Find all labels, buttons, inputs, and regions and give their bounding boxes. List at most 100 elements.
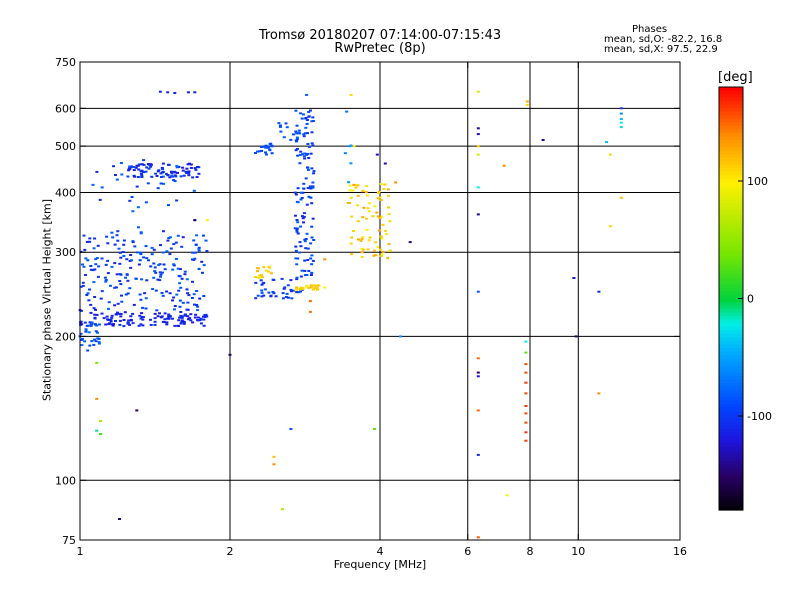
- colorbar-band: [719, 146, 743, 152]
- data-point: [260, 145, 264, 148]
- data-point: [379, 255, 383, 257]
- data-point: [177, 165, 181, 168]
- data-point: [294, 257, 298, 260]
- data-point: [95, 257, 99, 259]
- y-tick-label: 500: [55, 140, 76, 153]
- data-point: [360, 255, 364, 258]
- data-point: [306, 152, 310, 155]
- data-point: [375, 211, 379, 214]
- data-point: [90, 321, 94, 324]
- colorbar-band: [719, 118, 743, 123]
- x-axis-label: Frequency [MHz]: [333, 558, 427, 571]
- data-point: [295, 136, 299, 139]
- data-point: [608, 225, 612, 228]
- data-point: [151, 288, 155, 290]
- data-point: [192, 258, 196, 261]
- data-point: [115, 273, 119, 276]
- data-point: [128, 165, 132, 168]
- colorbar-band: [719, 153, 743, 159]
- data-point: [260, 291, 264, 294]
- data-point: [182, 321, 186, 324]
- data-point: [301, 191, 305, 194]
- colorbar-band: [719, 277, 743, 282]
- data-point: [91, 269, 95, 272]
- data-point: [165, 321, 169, 324]
- colorbar-band: [719, 435, 743, 441]
- data-point: [168, 292, 172, 295]
- data-point: [376, 246, 380, 248]
- data-point: [89, 265, 93, 267]
- colorbar-band: [719, 404, 743, 409]
- data-point: [181, 236, 185, 239]
- data-point: [93, 268, 97, 271]
- data-point: [309, 196, 313, 199]
- data-point: [476, 371, 480, 374]
- colorbar-band: [719, 390, 743, 395]
- data-point: [122, 243, 126, 246]
- colorbar-band: [719, 418, 743, 423]
- colorbar-band: [719, 495, 743, 501]
- data-point: [524, 421, 528, 424]
- data-point: [116, 302, 120, 305]
- data-point: [167, 204, 170, 207]
- data-point: [304, 247, 308, 250]
- data-point: [203, 314, 207, 316]
- data-point: [90, 340, 94, 343]
- data-point: [295, 291, 299, 294]
- data-point: [137, 226, 140, 229]
- data-point: [160, 176, 163, 178]
- x-tick-label: 10: [571, 545, 585, 558]
- data-point: [310, 167, 314, 170]
- data-point: [190, 297, 194, 299]
- data-points: [78, 90, 623, 539]
- data-point: [181, 166, 185, 169]
- data-point: [282, 287, 286, 290]
- data-point: [294, 109, 298, 112]
- data-point: [272, 463, 276, 466]
- data-point: [524, 351, 528, 354]
- data-point: [196, 319, 200, 321]
- data-point: [356, 220, 360, 223]
- colorbar-band: [719, 330, 743, 335]
- data-point: [127, 168, 131, 171]
- data-point: [202, 234, 205, 237]
- data-point: [524, 412, 528, 415]
- data-point: [316, 288, 320, 291]
- data-point: [299, 245, 303, 248]
- data-point: [178, 299, 182, 302]
- data-point: [131, 322, 135, 325]
- data-point: [302, 135, 306, 138]
- data-point: [159, 273, 163, 276]
- colorbar-band: [719, 104, 743, 109]
- colorbar-band: [719, 471, 743, 476]
- data-point: [145, 279, 149, 282]
- data-point: [290, 297, 294, 300]
- colorbar-band: [719, 464, 743, 469]
- data-point: [97, 341, 101, 344]
- data-point: [186, 292, 190, 295]
- colorbar-band: [719, 326, 743, 331]
- data-point: [165, 317, 169, 320]
- data-point: [305, 284, 309, 287]
- colorbar-band: [719, 122, 743, 127]
- data-point: [135, 185, 139, 188]
- data-point: [187, 318, 190, 321]
- data-point: [113, 262, 117, 265]
- data-point: [386, 257, 390, 260]
- colorbar-band: [719, 242, 743, 247]
- data-point: [305, 119, 309, 121]
- data-point: [298, 241, 302, 244]
- data-point: [153, 323, 157, 326]
- data-point: [136, 206, 140, 209]
- data-point: [139, 317, 143, 320]
- data-point: [289, 138, 293, 141]
- data-point: [195, 234, 199, 237]
- data-point: [104, 279, 108, 281]
- data-point: [315, 285, 319, 288]
- data-point: [98, 323, 101, 326]
- data-point: [175, 293, 179, 296]
- colorbar-band: [719, 337, 743, 342]
- colorbar-band: [719, 499, 743, 504]
- data-point: [173, 308, 176, 311]
- data-point: [298, 287, 302, 290]
